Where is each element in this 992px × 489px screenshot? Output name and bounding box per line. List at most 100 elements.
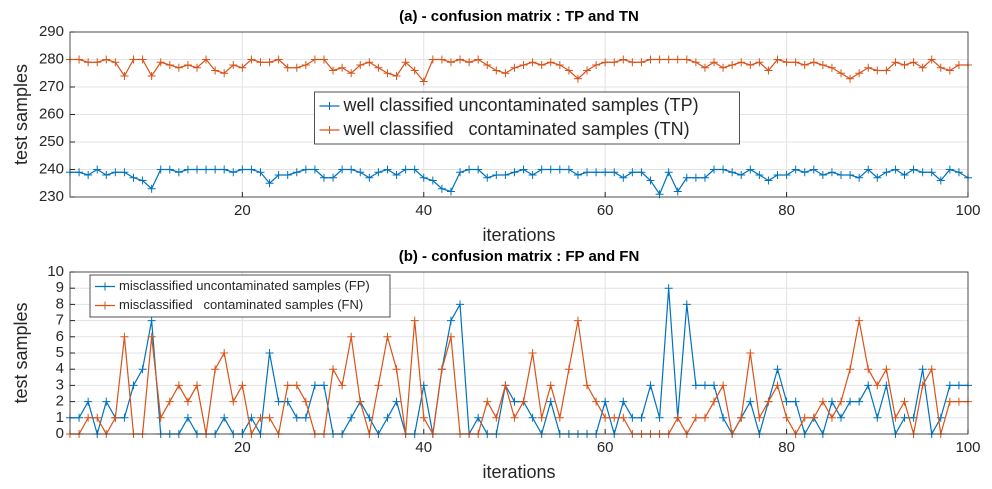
marker: [628, 413, 637, 422]
marker: [183, 397, 192, 406]
marker: [700, 381, 709, 390]
marker: [882, 168, 891, 177]
marker: [809, 413, 818, 422]
marker: [719, 63, 728, 72]
marker: [746, 349, 755, 357]
marker: [755, 58, 764, 67]
marker: [147, 316, 156, 325]
marker: [93, 413, 102, 422]
marker: [75, 413, 84, 422]
marker: [818, 171, 827, 179]
marker: [918, 63, 927, 72]
marker: [628, 58, 637, 67]
marker: [818, 61, 827, 69]
marker: [873, 381, 882, 390]
x-tick-label: 100: [955, 439, 980, 456]
legend: misclassified uncontaminated samples (FP…: [89, 274, 391, 318]
y-tick-label: 7: [56, 312, 64, 329]
marker: [446, 58, 455, 67]
marker: [211, 365, 220, 374]
marker: [93, 165, 102, 174]
marker: [864, 381, 873, 390]
marker: [773, 55, 782, 64]
marker: [356, 61, 365, 69]
marker: [710, 165, 719, 174]
marker: [383, 69, 392, 78]
marker: [437, 365, 446, 374]
marker: [283, 63, 292, 72]
marker: [156, 58, 165, 67]
marker: [592, 61, 601, 69]
legend-marker: [101, 282, 109, 291]
y-tick-label: 2: [56, 393, 64, 410]
marker: [111, 168, 120, 177]
marker: [764, 66, 773, 75]
marker: [474, 55, 483, 64]
marker: [102, 55, 111, 64]
marker: [864, 63, 873, 72]
marker: [410, 316, 419, 325]
marker: [465, 165, 474, 174]
legend-marker: [325, 126, 334, 134]
marker: [954, 61, 963, 69]
marker: [220, 165, 229, 174]
marker: [319, 381, 328, 390]
marker: [183, 165, 192, 174]
marker: [592, 397, 601, 406]
marker: [537, 165, 546, 174]
marker: [446, 316, 455, 325]
marker: [310, 381, 319, 390]
marker: [719, 413, 728, 422]
x-tick-label: 60: [597, 202, 614, 219]
marker: [827, 63, 836, 72]
x-tick-label: 40: [415, 439, 432, 456]
marker: [102, 171, 111, 179]
y-tick-label: 240: [39, 160, 64, 177]
marker: [827, 397, 836, 406]
y-tick-label: 6: [56, 328, 64, 345]
marker: [165, 165, 174, 174]
marker: [174, 168, 183, 177]
y-tick-label: 260: [39, 105, 64, 122]
x-tick-label: 40: [415, 202, 432, 219]
series-line: [70, 288, 968, 437]
marker: [564, 165, 573, 174]
marker: [791, 397, 800, 406]
marker: [374, 168, 383, 177]
marker: [174, 63, 183, 72]
marker: [827, 168, 836, 177]
marker: [465, 58, 474, 67]
marker: [192, 381, 201, 390]
marker: [274, 55, 283, 64]
marker: [247, 165, 256, 174]
marker: [700, 173, 709, 182]
marker: [719, 381, 728, 390]
x-tick-label: 20: [234, 202, 251, 219]
marker: [573, 74, 582, 83]
marker: [147, 332, 156, 341]
marker: [755, 413, 764, 422]
marker: [546, 58, 555, 67]
marker: [392, 171, 401, 179]
marker: [392, 365, 401, 374]
marker: [247, 55, 256, 64]
x-tick-label: 80: [778, 202, 795, 219]
marker: [791, 165, 800, 174]
marker: [782, 397, 791, 406]
marker: [510, 413, 519, 422]
marker: [501, 69, 510, 78]
marker: [682, 55, 691, 64]
marker: [710, 381, 719, 390]
marker: [356, 168, 365, 177]
marker: [737, 58, 746, 67]
marker: [564, 66, 573, 75]
x-tick-label: 20: [234, 439, 251, 456]
marker: [265, 179, 274, 188]
marker: [837, 69, 846, 78]
marker: [338, 63, 347, 72]
marker: [446, 332, 455, 341]
marker: [256, 58, 265, 67]
marker: [310, 55, 319, 64]
marker: [238, 165, 247, 174]
